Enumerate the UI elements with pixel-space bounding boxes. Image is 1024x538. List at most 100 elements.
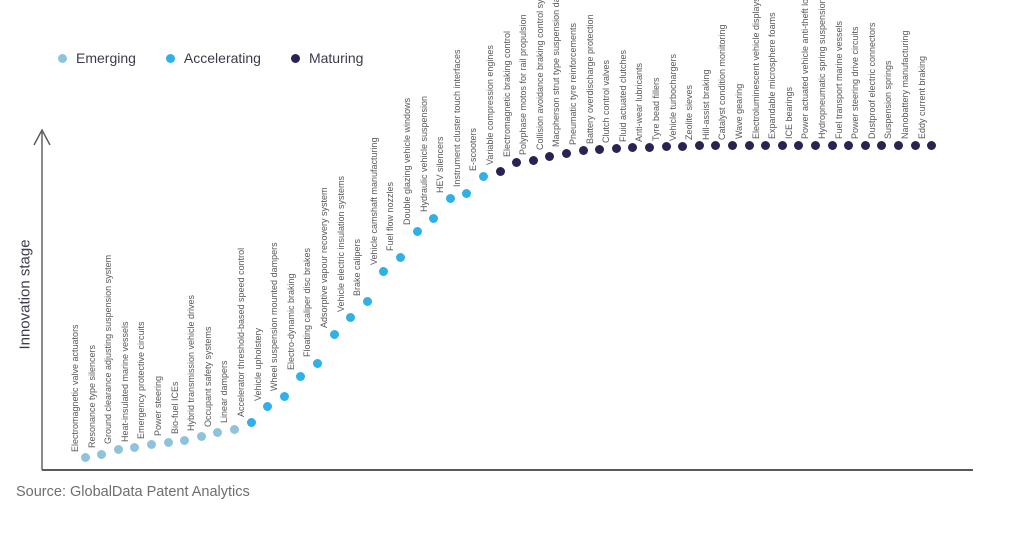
data-point-label: Electromagnetic valve actuators [70,324,80,452]
data-point [628,143,638,153]
legend-label-accelerating: Accelerating [183,50,261,66]
data-point [761,140,771,150]
data-point-label: Vehicle electric insulation systems [335,175,346,312]
data-point-label: Bio-fuel ICEs [169,381,180,435]
data-point [329,329,339,339]
data-point-label: Fluid actuated clutches [617,49,628,142]
data-point-label: Fuel transport marine vessels [833,20,844,139]
data-point [312,358,322,368]
data-point [478,172,488,182]
data-point-label: ICE bearings [783,86,794,139]
data-point-label: Vehicle turbochargers [667,53,678,141]
data-point-label: Hydraulic vehicle suspension [418,96,429,213]
data-point [279,392,289,402]
data-point-label: Accelerator threshold-based speed contro… [236,247,246,417]
data-point [661,142,671,152]
data-point [379,266,389,276]
data-point [296,371,306,381]
data-point [678,142,688,152]
legend-item-accelerating: Accelerating [165,50,261,66]
data-point-label: Zeolite sieves [684,84,695,140]
data-point [246,418,256,428]
data-point [180,435,190,445]
data-point-label: Battery overdischarge protection [584,14,595,144]
data-point-label: Electro-dynamic braking [285,273,296,371]
data-point [777,140,787,150]
data-point-label: Variable compression engines [485,45,495,165]
data-point-label: Power actuated vehicle anti-theft locks [800,0,811,139]
data-point [196,432,206,442]
data-point [595,145,605,155]
data-point [429,213,439,223]
data-point [146,440,156,450]
data-point-label: Tyre bead fillers [651,77,661,141]
data-point-label: Eddy current braking [916,55,927,139]
data-point [263,402,273,412]
data-point-label: Power steering [153,376,163,437]
data-point-label: Adsorptive vapour recovery system [319,187,329,329]
data-point-label: Vehicle camshaft manufacturing [368,137,379,266]
legend-label-maturing: Maturing [308,50,364,66]
data-point-label: E-scooters [468,127,479,171]
data-point [810,140,820,150]
data-point [512,158,522,168]
data-point-label: Hybrid transmission vehicle drives [186,294,197,431]
data-point [844,140,854,150]
data-point-label: Electromagnetic braking control [501,30,512,157]
data-point-label: Ground clearance adjusting suspension sy… [103,254,114,444]
data-point-label: Dustproof electric connectors [866,22,877,139]
data-point [130,443,140,453]
data-point-label: Linear dampers [219,360,230,424]
data-point-label: Occupant safety systems [202,326,213,427]
data-point [860,140,870,150]
data-point-label: Emergency protective circuits [136,321,147,439]
data-point [794,140,804,150]
data-point-label: Brake calipers [352,238,363,296]
data-point-label: Double glazing vehicle windows [402,98,412,226]
data-point-label: Pneumatic tyre reinforcements [568,22,578,145]
data-point [893,140,903,150]
data-point [346,313,356,323]
data-point [97,449,107,459]
data-point [744,140,754,150]
data-point-label: Expandable microsphere foams [767,12,778,139]
data-point [711,141,721,151]
data-point-label: Floating caliper disc brakes [302,248,313,358]
data-point [644,143,654,153]
data-point [694,141,704,151]
accelerating-dot-icon [165,53,175,63]
data-point-label: Nanobattery manufacturing [900,30,910,139]
legend-item-emerging: Emerging [58,50,136,66]
legend-label-emerging: Emerging [76,50,136,66]
data-point [462,188,472,198]
data-point-label: Macpherson strut type suspension damper [551,0,562,148]
data-point [611,144,621,154]
data-point-label: Catalyst condition monitoring [717,24,728,140]
data-point [528,156,538,166]
data-point-label: Clutch control valves [601,59,612,143]
data-point-label: Heat-insulated marine vessels [119,321,130,442]
data-point-label: Vehicle upholstery [252,327,263,401]
legend-item-maturing: Maturing [290,50,364,66]
source-caption: Source: GlobalData Patent Analytics [16,484,250,500]
maturing-dot-icon [290,53,300,63]
data-point [395,252,405,262]
data-point [445,194,455,204]
data-point-label: Hydropneumatic spring suspensions [817,0,827,139]
data-point [877,140,887,150]
data-point [578,146,588,156]
data-point [561,148,571,158]
data-point-label: Wave gearing [734,83,744,139]
data-point [495,166,505,176]
data-point [827,140,837,150]
data-point [545,151,555,161]
data-point [229,424,239,434]
data-point [910,140,920,150]
data-point-label: HEV silencers [435,136,446,193]
data-point-label: Power steering drive circuits [850,26,861,139]
data-point-label: Electroluminescent vehicle displays [750,0,761,139]
data-point-label: Fuel flow nozzles [385,182,396,252]
data-point-label: Collision avoidance braking control syst… [534,0,545,151]
